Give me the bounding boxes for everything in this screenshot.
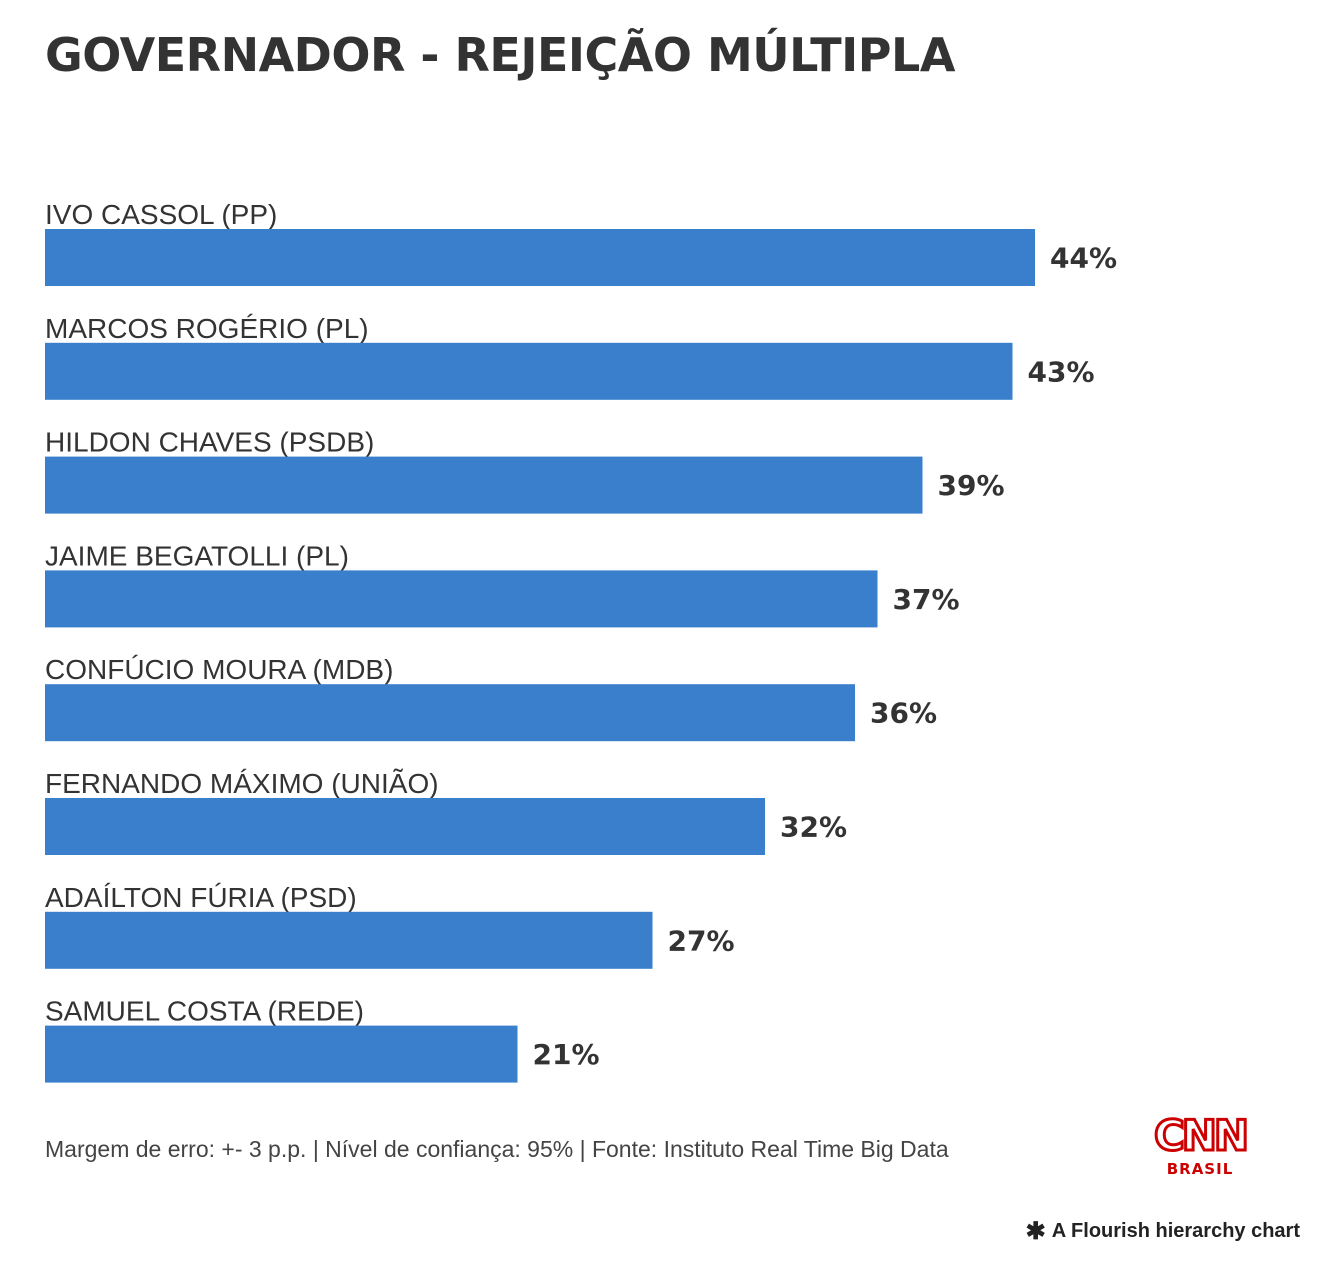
cnn-logo-subtext: BRASIL: [1166, 1160, 1234, 1178]
category-label: IVO CASSOL (PP): [45, 199, 277, 230]
bar[interactable]: [45, 456, 923, 514]
category-label: HILDON CHAVES (PSDB): [45, 427, 374, 458]
value-label: 36%: [870, 697, 937, 730]
cnn-logo-text: CNN: [1152, 1111, 1250, 1160]
category-label: CONFÚCIO MOURA (MDB): [45, 654, 393, 685]
bar[interactable]: [45, 342, 1013, 400]
bar[interactable]: [45, 1025, 518, 1083]
category-label: SAMUEL COSTA (REDE): [45, 996, 364, 1027]
value-label: 44%: [1050, 242, 1117, 275]
category-label: FERNANDO MÁXIMO (UNIÃO): [45, 768, 439, 799]
value-label: 37%: [893, 583, 960, 616]
value-label: 27%: [668, 924, 735, 957]
value-label: 43%: [1028, 355, 1095, 388]
bar-chart: IVO CASSOL (PP) 44% MARCOS ROGÉRIO (PL) 43%…: [45, 199, 1117, 1083]
category-label: MARCOS ROGÉRIO (PL): [45, 313, 369, 344]
source-note: Margem de erro: +- 3 p.p. | Nível de con…: [45, 1136, 949, 1162]
chart-title: GOVERNADOR - REJEIÇÃO MÚLTIPLA: [45, 28, 955, 82]
value-label: 32%: [780, 811, 847, 844]
value-label: 39%: [938, 469, 1005, 502]
flourish-star-icon: ✱: [1025, 1217, 1046, 1245]
bar[interactable]: [45, 684, 855, 742]
bar[interactable]: [45, 229, 1035, 286]
bar[interactable]: [45, 798, 765, 855]
flourish-credit-label: A Flourish hierarchy chart: [1051, 1220, 1300, 1242]
category-label: JAIME BEGATOLLI (PL): [45, 540, 349, 571]
flourish-credit[interactable]: ✱ A Flourish hierarchy chart: [1025, 1217, 1300, 1245]
cnn-brasil-logo: CNN BRASIL: [1150, 1111, 1250, 1182]
bar[interactable]: [45, 911, 653, 969]
bar[interactable]: [45, 570, 878, 628]
category-label: ADAÍLTON FÚRIA (PSD): [45, 882, 357, 913]
value-label: 21%: [533, 1038, 600, 1071]
